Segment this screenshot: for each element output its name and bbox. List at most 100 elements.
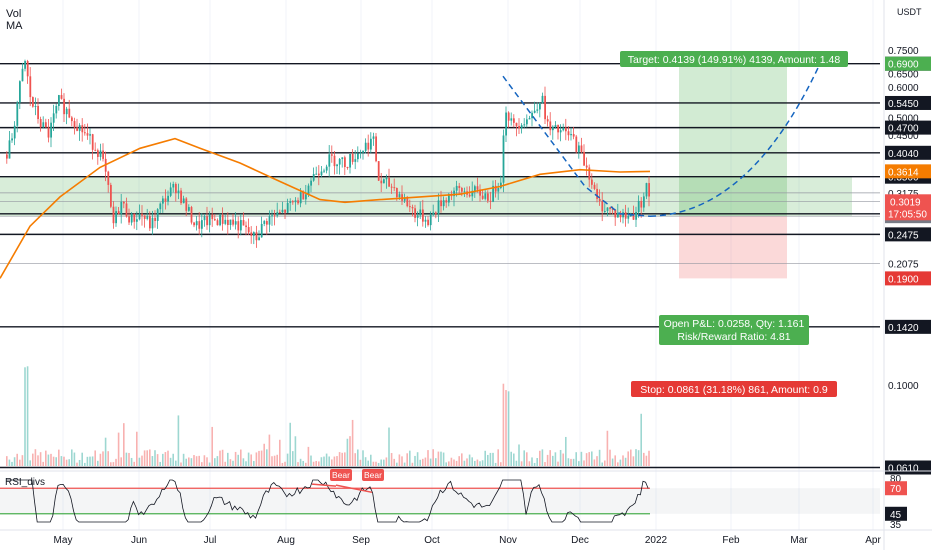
candle [453, 190, 455, 197]
candle [526, 119, 528, 125]
candle [497, 188, 500, 192]
volume-bar [164, 452, 167, 466]
candle [279, 212, 281, 214]
candle [596, 188, 598, 199]
volume-bar [24, 367, 26, 466]
volume-bar [294, 436, 297, 466]
volume-bar [422, 458, 424, 466]
volume-bar [297, 462, 299, 466]
candle [55, 105, 58, 114]
candle [505, 112, 507, 136]
x-tick-label: Dec [571, 535, 589, 546]
candle [71, 117, 73, 122]
candle [208, 214, 211, 226]
candle [598, 198, 601, 201]
candle [390, 186, 393, 188]
volume-bar [505, 390, 507, 466]
candle [284, 209, 286, 213]
volume-bar [559, 449, 562, 466]
candle [416, 215, 419, 218]
bear-label [330, 469, 352, 481]
volume-bar [232, 460, 234, 466]
volume-bar [146, 450, 148, 466]
candle [312, 174, 315, 181]
candle [229, 219, 232, 226]
volume-bar [159, 461, 161, 466]
candle [318, 173, 320, 176]
candle [414, 208, 416, 218]
volume-bar [50, 453, 52, 466]
candle [128, 216, 130, 223]
volume-bar [648, 450, 650, 466]
candle [565, 127, 567, 132]
rsi-tick-label: 80 [890, 474, 902, 485]
candle [364, 142, 367, 151]
price-level-tag [885, 95, 931, 110]
volume-bar [401, 456, 403, 466]
candle [461, 188, 463, 192]
candle [575, 136, 578, 152]
volume-bar [362, 450, 364, 466]
x-tick-label: Jul [204, 535, 217, 546]
rsi-tick-label: 35 [890, 520, 902, 531]
currency-label: USDT [897, 7, 922, 17]
candle [570, 134, 572, 136]
candle [307, 185, 310, 195]
volume-bar [440, 451, 442, 466]
volume-bar [372, 461, 375, 466]
candle [606, 207, 609, 211]
volume-bar [536, 458, 538, 466]
volume-bar [198, 455, 200, 466]
volume-bar [614, 455, 616, 466]
candle [253, 232, 255, 236]
bear-divergence-line [311, 483, 337, 487]
candle [643, 196, 645, 208]
volume-bar [432, 449, 434, 466]
volume-bar [253, 461, 255, 466]
volume-bar [136, 431, 138, 466]
volume-bar [606, 430, 609, 466]
candle [585, 165, 588, 168]
volume-bar [206, 457, 208, 466]
volume-bar [289, 422, 291, 466]
candle [531, 112, 533, 119]
candle [234, 221, 237, 225]
volume-bar [104, 437, 107, 466]
volume-bar [172, 453, 174, 466]
candle [292, 201, 294, 203]
rsi-tick-label: 70 [890, 484, 902, 495]
candle [34, 105, 37, 107]
candle [315, 173, 318, 175]
volume-bar [557, 461, 559, 466]
candle [81, 125, 84, 133]
volume-bar [567, 458, 570, 466]
candle [591, 179, 593, 185]
candle [195, 221, 198, 226]
candle [640, 200, 643, 208]
candle [258, 237, 260, 241]
candle [120, 201, 123, 215]
candle [146, 216, 149, 219]
volume-bar [149, 449, 151, 466]
volume-bar [466, 458, 468, 466]
price-tag [885, 271, 931, 286]
candle [336, 164, 338, 167]
legend-vol: Vol [6, 8, 22, 20]
candle [645, 183, 648, 197]
volume-bar [609, 449, 611, 466]
candle [286, 202, 289, 213]
candle [169, 187, 172, 196]
volume-bar [180, 462, 182, 466]
candle [227, 219, 229, 226]
candle [50, 122, 52, 138]
volume-bar [588, 452, 590, 466]
candle [435, 212, 437, 214]
price-tag [885, 164, 931, 179]
candle [619, 212, 622, 218]
y-tick-label: 0.6000 [888, 83, 919, 94]
volume-bar [453, 459, 455, 466]
candle [611, 208, 614, 210]
candle [362, 150, 364, 153]
volume-bar [292, 451, 294, 466]
